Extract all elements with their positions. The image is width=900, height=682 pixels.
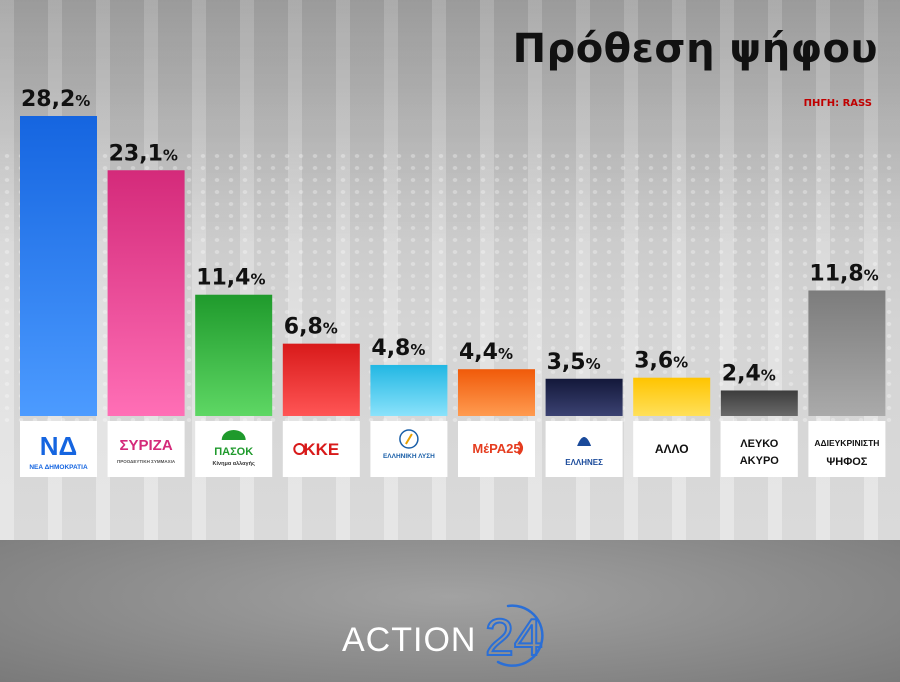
party-logo-text: ΣΥΡΙΖΑ [120, 437, 173, 454]
chart-stage [0, 0, 900, 540]
action24-logo-text: ACTION [342, 621, 476, 659]
party-tile: ΛΕΥΚΟ ΑΚΥΡΟ [720, 421, 798, 477]
party-tile: ΕΛΛΗΝΙΚΗ ΛΥΣΗ [370, 421, 448, 477]
bar-value-label: 11,4% [196, 266, 265, 291]
bar-value-label: 3,6% [634, 349, 688, 374]
pasok-sun-icon [221, 430, 246, 440]
party-tile: ΑΛΛΟ [633, 421, 711, 477]
party-logo-text: ΑΔΙΕΥΚΡΙΝΙΣΤΗ [814, 438, 879, 448]
bar-9 [720, 390, 798, 416]
party-sub-text: Κίνημα αλλαγής [213, 461, 255, 467]
bar-7 [545, 378, 623, 416]
bar-3 [195, 294, 273, 416]
bar-value-label: 23,1% [109, 141, 178, 166]
kke-hammer-sickle-icon [293, 443, 306, 455]
bar-value-label: 4,8% [371, 336, 425, 361]
bar-2 [107, 170, 185, 416]
bar-value-label: 28,2% [21, 87, 90, 112]
bar-chart: 28,2% 23,1% 11,4% 6,8% 4,8% 4,4% 3,5% 3,6% 2,4% 1… [20, 87, 886, 477]
bar-6 [458, 369, 535, 416]
party-logo-text: ΕΛΛΗΝΙΚΗ ΛΥΣΗ [383, 453, 435, 460]
chart-title: Πρόθεση ψήφου [512, 26, 878, 72]
bar-4 [282, 343, 360, 416]
bar-1 [20, 116, 97, 416]
party-tile: ΠΑΣΟΚ Κίνημα αλλαγής [195, 421, 273, 477]
party-logo-text: ΚΚΕ [303, 440, 339, 459]
party-logo-text: ΕΛΛΗΝΕΣ [565, 458, 603, 467]
action24-logo-swoosh [496, 604, 544, 667]
party-tile: ΝΔ ΝΕΑ ΔΗΜΟΚΡΑΤΙΑ [20, 421, 97, 477]
party-logo-text: ΛΕΥΚΟ [740, 438, 778, 450]
footer-band [0, 540, 900, 682]
bar-value-label: 3,5% [547, 350, 601, 375]
bar-5 [370, 364, 448, 416]
bar-value-label: 6,8% [284, 315, 338, 340]
party-sub-text: ΑΚΥΡΟ [740, 455, 780, 467]
party-logo-text: ΝΔ [40, 431, 77, 461]
bar-value-label: 11,8% [809, 261, 878, 286]
party-logo-text: ΜέΡΑ25 [472, 441, 520, 456]
party-tile: ΑΔΙΕΥΚΡΙΝΙΣΤΗ ΨΗΦΟΣ [808, 421, 886, 477]
party-logo-text: ΑΛΛΟ [655, 442, 689, 456]
chart-source: ΠΗΓΗ: RASS [803, 98, 872, 109]
party-sub-text: ΨΗΦΟΣ [826, 456, 867, 468]
party-tile: ΜέΡΑ25 [458, 421, 535, 477]
party-sub-text: ΠΡΟΟΔΕΥΤΙΚΗ ΣΥΜΜΑΧΙΑ [117, 459, 176, 464]
ellines-spartan-icon [577, 437, 592, 446]
party-sub-text: ΝΕΑ ΔΗΜΟΚΡΑΤΙΑ [29, 464, 88, 471]
bar-8 [633, 377, 711, 416]
party-logo-text: ΠΑΣΟΚ [214, 446, 253, 458]
bar-value-label: 2,4% [722, 361, 776, 386]
party-tile: ΕΛΛΗΝΕΣ [545, 421, 623, 477]
bar-10 [808, 290, 886, 416]
elliniki-lysi-emblem-icon [399, 429, 419, 449]
bar-value-label: 4,4% [459, 340, 513, 365]
party-tile: ΣΥΡΙΖΑ ΠΡΟΟΔΕΥΤΙΚΗ ΣΥΜΜΑΧΙΑ [107, 421, 185, 477]
mera25-arrow-icon [517, 440, 523, 456]
party-tile: ΚΚΕ [282, 421, 360, 477]
action24-logo: ACTION 24 [342, 604, 544, 668]
